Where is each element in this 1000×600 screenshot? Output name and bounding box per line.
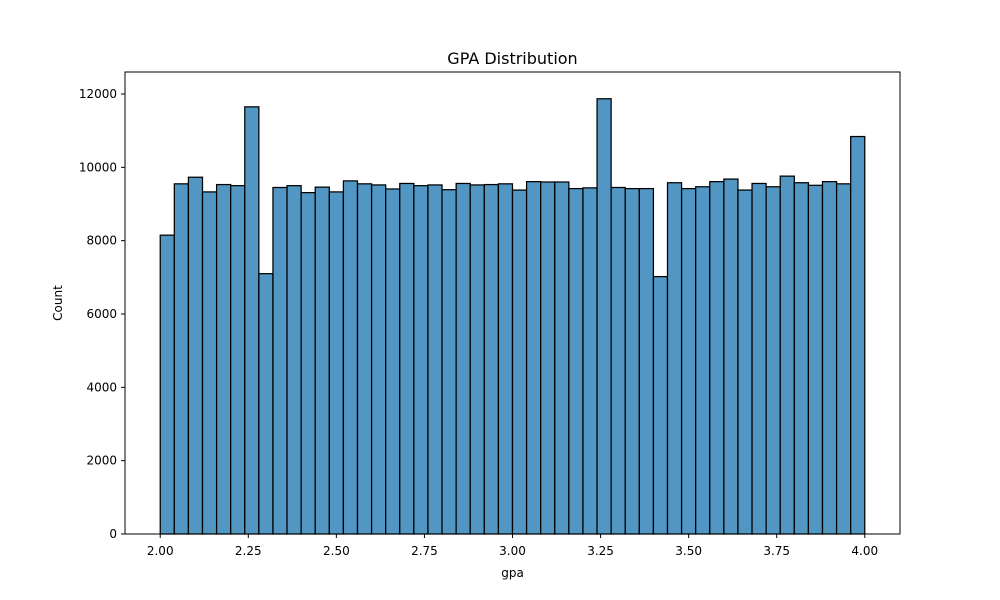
y-tick-label: 6000	[86, 307, 117, 321]
histogram-bar	[821, 181, 838, 535]
x-tick-label: 2.25	[235, 544, 262, 558]
histogram-bar	[638, 187, 655, 535]
histogram-bar	[666, 182, 683, 535]
x-tick-label: 3.25	[587, 544, 614, 558]
histogram-bar	[201, 191, 218, 535]
histogram-bar	[441, 189, 457, 535]
histogram-bar	[835, 183, 852, 535]
x-tick-label: 2.75	[411, 544, 438, 558]
y-tick-label: 10000	[79, 160, 117, 174]
histogram-bar	[328, 191, 345, 535]
histogram-bar	[497, 183, 514, 535]
histogram-bar	[596, 98, 612, 535]
histogram-bar	[850, 135, 866, 535]
histogram-bar	[723, 178, 739, 535]
histogram-bar	[469, 184, 485, 535]
x-tick-label: 2.00	[147, 544, 174, 558]
histogram-bar	[624, 187, 640, 535]
y-tick-label: 8000	[86, 234, 117, 248]
histogram-bar	[751, 182, 767, 535]
histogram-bar	[370, 184, 387, 535]
histogram-bar	[300, 192, 316, 535]
histogram-bar	[779, 175, 795, 535]
histogram-bar	[272, 186, 288, 535]
y-tick-label: 2000	[86, 454, 117, 468]
histogram-bar	[385, 188, 401, 535]
histogram-bar	[807, 184, 824, 535]
x-tick-label: 3.00	[499, 544, 526, 558]
histogram-bar	[610, 186, 626, 535]
histogram-bar	[483, 183, 500, 535]
histogram-bar	[680, 187, 697, 535]
histogram-bar	[427, 184, 443, 535]
x-tick-label: 3.50	[675, 544, 702, 558]
histogram-bar	[215, 183, 232, 535]
histogram-bar	[695, 186, 711, 535]
y-tick-label: 12000	[79, 87, 117, 101]
histogram-bar	[765, 186, 781, 535]
y-tick-label: 0	[109, 527, 117, 541]
histogram-bar	[540, 181, 556, 535]
histogram-bar	[737, 189, 753, 535]
histogram-bar	[258, 273, 274, 535]
histogram-bar	[356, 183, 373, 535]
histogram-bar	[709, 181, 725, 535]
histogram-bar	[793, 182, 810, 535]
histogram-bar	[511, 189, 528, 535]
x-tick-label: 3.75	[763, 544, 790, 558]
histogram-bar	[173, 183, 190, 535]
histogram-bar	[568, 187, 584, 535]
histogram-bar	[159, 234, 175, 535]
x-tick-label: 2.50	[323, 544, 350, 558]
histogram-bar	[455, 182, 471, 535]
histogram-bar	[652, 275, 669, 535]
histogram-bar	[399, 182, 415, 535]
histogram-bar	[582, 187, 598, 535]
y-tick-label: 4000	[86, 380, 117, 394]
x-axis-ticks: 2.00 2.25 2.50 2.75 3.00 3.25 3.50 3.75 4.00	[147, 534, 878, 558]
histogram-bar	[554, 181, 570, 535]
y-axis-ticks: 0 2000 4000 6000 8000 10000 12000	[79, 87, 125, 541]
histogram-bar	[244, 106, 260, 535]
y-axis-label: Count	[51, 285, 65, 321]
histogram-bar	[230, 185, 246, 535]
histogram-bar	[342, 180, 359, 535]
x-tick-label: 4.00	[851, 544, 878, 558]
histogram-bars	[159, 98, 866, 535]
histogram-bar	[314, 186, 330, 535]
chart-title: GPA Distribution	[447, 49, 577, 68]
histogram-bar	[525, 181, 542, 535]
histogram-bar	[413, 185, 429, 535]
x-axis-label: gpa	[501, 566, 524, 580]
histogram-bar	[187, 176, 204, 535]
histogram-bar	[286, 185, 302, 535]
